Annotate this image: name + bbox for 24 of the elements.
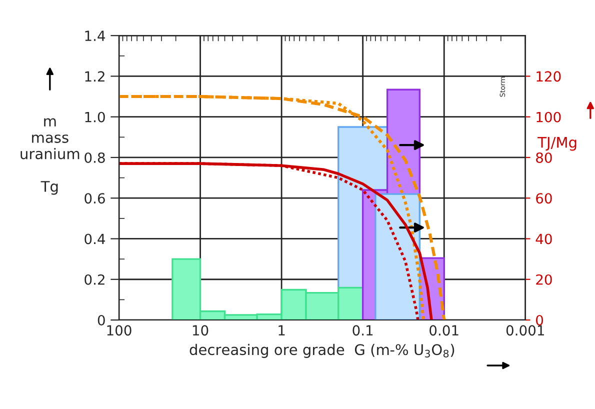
y-tick-label: 0 bbox=[98, 314, 105, 326]
text: m mass uranium Tg bbox=[20, 118, 80, 195]
x-tick-label: 100 bbox=[107, 325, 132, 336]
x-tick-label: 0.001 bbox=[506, 325, 544, 336]
y2-tick-label: 100 bbox=[536, 112, 561, 122]
y2-tick-label: 120 bbox=[536, 71, 561, 82]
y2-tick-label: 60 bbox=[536, 193, 552, 204]
x-tick-label: 0.1 bbox=[352, 325, 373, 336]
y2-tick-label: 40 bbox=[536, 234, 552, 244]
y-tick-label: 0.6 bbox=[84, 193, 105, 204]
y-tick-label: 1.0 bbox=[85, 112, 105, 122]
x-axis-title: decreasing ore grade G (m-% U$_{3}$O$_{8}$) bbox=[190, 344, 454, 358]
y-tick-label: 1.2 bbox=[85, 71, 104, 82]
y2-tick-label: 20 bbox=[536, 274, 552, 285]
x-tick-label: 0.01 bbox=[430, 325, 458, 336]
y2-axis-title: TJ/Mg bbox=[538, 137, 576, 151]
y2-tick-label: 80 bbox=[536, 152, 552, 163]
y-tick-label: 0.2 bbox=[84, 274, 104, 285]
x-tick-label: 10 bbox=[192, 325, 208, 336]
x-tick-label: 1 bbox=[278, 325, 285, 336]
y-tick-label: 0.4 bbox=[84, 234, 106, 244]
y2-tick-label: 0 bbox=[536, 314, 544, 326]
y-tick-label: 1.4 bbox=[85, 30, 106, 41]
y-tick-label: 0.8 bbox=[84, 152, 105, 163]
